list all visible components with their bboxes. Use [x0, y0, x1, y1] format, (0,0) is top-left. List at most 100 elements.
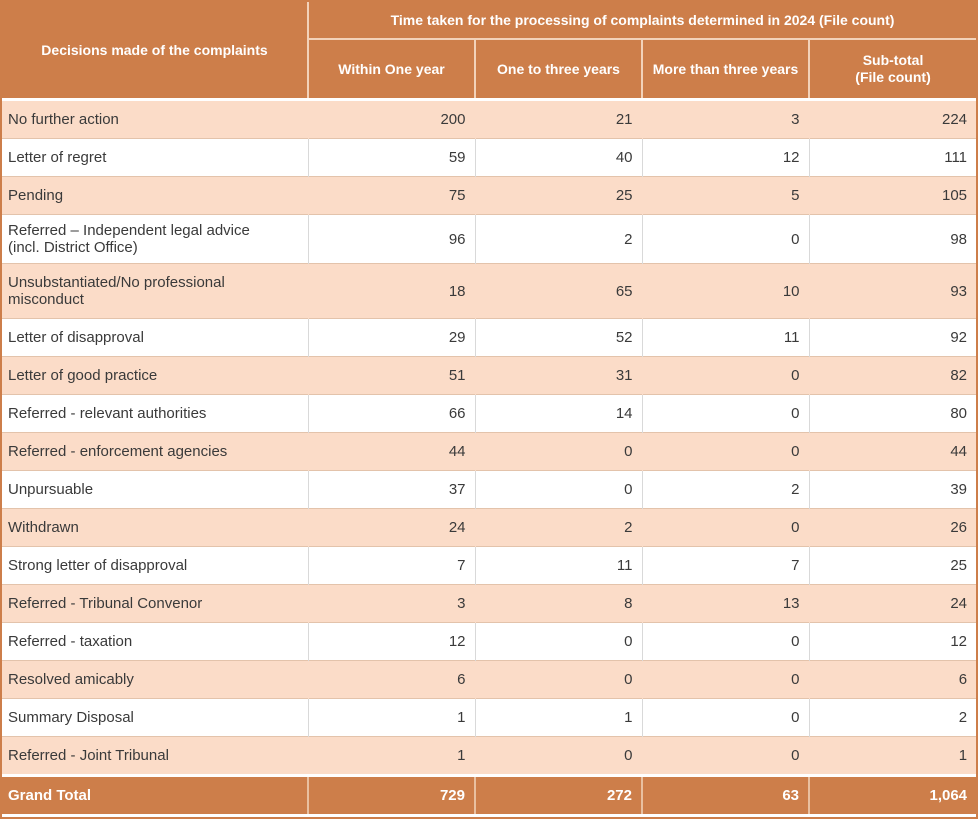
table-row: Referred - Joint Tribunal 1 0 0 1 — [2, 736, 977, 776]
cell-subtotal: 1 — [808, 736, 977, 776]
grand-total-one-to-three-years: 272 — [474, 774, 642, 814]
cell-subtotal: 224 — [808, 98, 977, 139]
cell-one-to-three-years: 14 — [474, 394, 642, 433]
cell-within-one-year: 59 — [307, 138, 475, 177]
table-header: Decisions made of the complaints Time ta… — [2, 2, 977, 100]
cell-more-than-three-years: 0 — [641, 698, 809, 737]
cell-more-than-three-years: 5 — [641, 176, 809, 215]
cell-subtotal: 98 — [808, 214, 977, 264]
table-row: Referred - relevant authorities 66 14 0 … — [2, 394, 977, 433]
cell-subtotal: 6 — [808, 660, 977, 699]
table-row: Referred - Tribunal Convenor 3 8 13 24 — [2, 584, 977, 623]
cell-one-to-three-years: 65 — [474, 263, 642, 319]
row-label: Letter of disapproval — [2, 318, 308, 357]
table-row: Strong letter of disapproval 7 11 7 25 — [2, 546, 977, 585]
cell-subtotal: 39 — [808, 470, 977, 509]
cell-within-one-year: 6 — [307, 660, 475, 699]
cell-within-one-year: 51 — [307, 356, 475, 395]
table-row: Resolved amicably 6 0 0 6 — [2, 660, 977, 699]
cell-one-to-three-years: 0 — [474, 622, 642, 661]
cell-one-to-three-years: 40 — [474, 138, 642, 177]
corner-header-decisions: Decisions made of the complaints — [2, 2, 309, 100]
cell-one-to-three-years: 0 — [474, 660, 642, 699]
row-label: Referred - Joint Tribunal — [2, 736, 308, 776]
cell-more-than-three-years: 11 — [641, 318, 809, 357]
table-row: Referred – Independent legal advice (inc… — [2, 214, 977, 264]
cell-one-to-three-years: 21 — [474, 98, 642, 139]
table-row: Unpursuable 37 0 2 39 — [2, 470, 977, 509]
table-footer: Grand Total 729 272 63 1,064 — [2, 774, 977, 814]
cell-one-to-three-years: 31 — [474, 356, 642, 395]
cell-within-one-year: 12 — [307, 622, 475, 661]
row-label: Summary Disposal — [2, 698, 308, 737]
cell-within-one-year: 96 — [307, 214, 475, 264]
row-label: Referred - Tribunal Convenor — [2, 584, 308, 623]
cell-one-to-three-years: 25 — [474, 176, 642, 215]
cell-subtotal: 25 — [808, 546, 977, 585]
cell-more-than-three-years: 0 — [641, 508, 809, 547]
cell-within-one-year: 24 — [307, 508, 475, 547]
cell-subtotal: 93 — [808, 263, 977, 319]
cell-within-one-year: 44 — [307, 432, 475, 471]
cell-within-one-year: 1 — [307, 698, 475, 737]
row-label: Unpursuable — [2, 470, 308, 509]
header-sub-row: Within One year One to three years More … — [2, 39, 977, 100]
cell-more-than-three-years: 0 — [641, 432, 809, 471]
cell-one-to-three-years: 11 — [474, 546, 642, 585]
cell-subtotal: 111 — [808, 138, 977, 177]
row-label: Pending — [2, 176, 308, 215]
cell-more-than-three-years: 0 — [641, 214, 809, 264]
row-label: Letter of regret — [2, 138, 308, 177]
cell-subtotal: 44 — [808, 432, 977, 471]
column-header-within-one-year: Within One year — [308, 39, 475, 100]
cell-subtotal: 92 — [808, 318, 977, 357]
row-label: Letter of good practice — [2, 356, 308, 395]
table-body: No further action 200 21 3 224 Letter of… — [2, 98, 977, 776]
table-row: Letter of regret 59 40 12 111 — [2, 138, 977, 177]
column-header-one-to-three-years: One to three years — [474, 39, 642, 100]
row-label: No further action — [2, 98, 308, 139]
row-label: Strong letter of disapproval — [2, 546, 308, 585]
grand-total-label: Grand Total — [2, 774, 308, 814]
cell-more-than-three-years: 0 — [641, 622, 809, 661]
cell-subtotal: 24 — [808, 584, 977, 623]
table-row: Pending 75 25 5 105 — [2, 176, 977, 215]
cell-more-than-three-years: 0 — [641, 356, 809, 395]
table-row: Letter of good practice 51 31 0 82 — [2, 356, 977, 395]
cell-subtotal: 80 — [808, 394, 977, 433]
cell-one-to-three-years: 0 — [474, 470, 642, 509]
table-row: Summary Disposal 1 1 0 2 — [2, 698, 977, 737]
cell-more-than-three-years: 0 — [641, 394, 809, 433]
table-row: Withdrawn 24 2 0 26 — [2, 508, 977, 547]
cell-within-one-year: 29 — [307, 318, 475, 357]
row-label: Withdrawn — [2, 508, 308, 547]
cell-more-than-three-years: 0 — [641, 660, 809, 699]
cell-more-than-three-years: 10 — [641, 263, 809, 319]
cell-subtotal: 82 — [808, 356, 977, 395]
grand-total-within-one-year: 729 — [307, 774, 475, 814]
cell-within-one-year: 18 — [307, 263, 475, 319]
cell-subtotal: 26 — [808, 508, 977, 547]
cell-one-to-three-years: 1 — [474, 698, 642, 737]
cell-more-than-three-years: 12 — [641, 138, 809, 177]
cell-within-one-year: 75 — [307, 176, 475, 215]
cell-within-one-year: 1 — [307, 736, 475, 776]
row-label: Referred - taxation — [2, 622, 308, 661]
row-label: Referred - enforcement agencies — [2, 432, 308, 471]
cell-subtotal: 12 — [808, 622, 977, 661]
cell-subtotal: 105 — [808, 176, 977, 215]
grand-total-more-than-three-years: 63 — [641, 774, 809, 814]
row-label: Referred – Independent legal advice (inc… — [2, 214, 308, 264]
cell-within-one-year: 3 — [307, 584, 475, 623]
grand-total-subtotal: 1,064 — [807, 774, 977, 814]
cell-within-one-year: 37 — [307, 470, 475, 509]
cell-one-to-three-years: 2 — [474, 214, 642, 264]
cell-within-one-year: 7 — [307, 546, 475, 585]
table-row: Referred - taxation 12 0 0 12 — [2, 622, 977, 661]
header-group-row: Decisions made of the complaints Time ta… — [2, 2, 977, 100]
cell-within-one-year: 200 — [307, 98, 475, 139]
table-row: Letter of disapproval 29 52 11 92 — [2, 318, 977, 357]
cell-one-to-three-years: 0 — [474, 432, 642, 471]
